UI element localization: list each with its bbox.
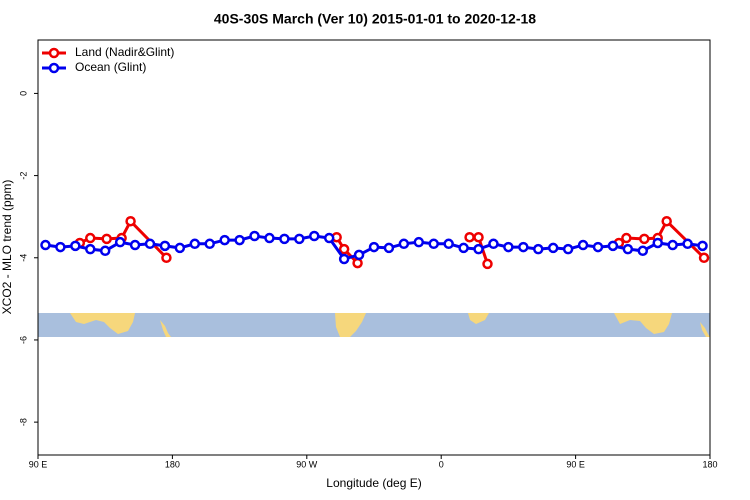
y-axis-label: XCO2 - MLO trend (ppm) [0, 180, 14, 315]
series-point [219, 234, 230, 246]
y-tick-label: -4 [18, 254, 28, 262]
series-point [294, 233, 305, 245]
series-point [682, 238, 693, 250]
plot-frame [37, 39, 711, 456]
land-map [160, 320, 171, 337]
series-point [323, 232, 335, 244]
land-map [614, 313, 672, 334]
series-point [85, 243, 96, 255]
series-point [383, 242, 395, 254]
land-map [70, 313, 135, 334]
legend-label: Land (Nadir&Glint) [75, 45, 174, 59]
series-point [533, 243, 544, 255]
x-tick-label: 0 [439, 459, 444, 469]
x-tick-label: 90 W [296, 459, 318, 469]
y-tick-label: 0 [18, 91, 28, 96]
series-point [352, 257, 363, 269]
y-tick-label: -2 [18, 172, 28, 180]
legend-marker [48, 47, 60, 59]
legend-marker [48, 62, 60, 74]
series-point [279, 233, 290, 245]
series-point [428, 238, 439, 250]
series-point [234, 234, 245, 246]
series-point [398, 238, 410, 250]
x-tick-label: 90 E [566, 459, 585, 469]
series-point [667, 239, 678, 251]
series-point [249, 230, 260, 242]
series-point [125, 215, 136, 227]
series-point [464, 231, 475, 243]
x-tick-label: 180 [702, 459, 717, 469]
series-point [473, 243, 484, 255]
series-point [204, 238, 215, 250]
x-tick-label: 180 [165, 459, 180, 469]
series-point [368, 241, 380, 253]
series-point [353, 249, 365, 261]
series-point [621, 232, 632, 244]
series-point [488, 238, 499, 250]
series-point [577, 239, 589, 251]
series-point [159, 240, 171, 252]
series-point [40, 239, 51, 251]
series-point [55, 241, 66, 253]
series-point [518, 241, 529, 253]
series-point [698, 252, 710, 264]
legend-label: Ocean (Glint) [75, 60, 146, 74]
x-tick-label: 90 E [29, 459, 48, 469]
series-point [652, 237, 663, 249]
series-point [114, 236, 126, 248]
series-point [101, 233, 112, 245]
series-point [99, 245, 111, 257]
series-point [622, 243, 634, 255]
ocean-map [38, 313, 710, 337]
series-point [443, 238, 454, 250]
series-point [697, 240, 708, 252]
series-point [482, 258, 493, 270]
series-point [562, 243, 574, 255]
land-map [335, 313, 366, 337]
series-point [70, 240, 81, 252]
series-point [129, 239, 141, 251]
series-point [661, 215, 672, 227]
series-point [189, 238, 201, 250]
series-point [174, 242, 186, 254]
series-point [503, 241, 514, 253]
land-map [700, 322, 710, 337]
series-point [413, 236, 425, 248]
series-point [338, 253, 350, 265]
series-point [458, 242, 469, 254]
series-point [85, 232, 96, 244]
y-tick-label: -8 [18, 418, 28, 426]
series-point [264, 232, 275, 244]
series-point [637, 245, 649, 257]
series-point [309, 230, 320, 242]
series-point [473, 231, 484, 243]
series-point [547, 242, 559, 254]
map-strip [38, 313, 710, 337]
y-tick-label: -6 [18, 336, 28, 344]
series-point [639, 233, 650, 245]
series-point [592, 241, 604, 253]
land-map [468, 313, 489, 324]
x-axis-label: Longitude (deg E) [326, 476, 421, 490]
chart-title: 40S-30S March (Ver 10) 2015-01-01 to 202… [214, 11, 536, 27]
series-point [338, 243, 350, 255]
series-point [161, 252, 172, 264]
series-point [607, 240, 619, 252]
series-point [144, 238, 156, 250]
